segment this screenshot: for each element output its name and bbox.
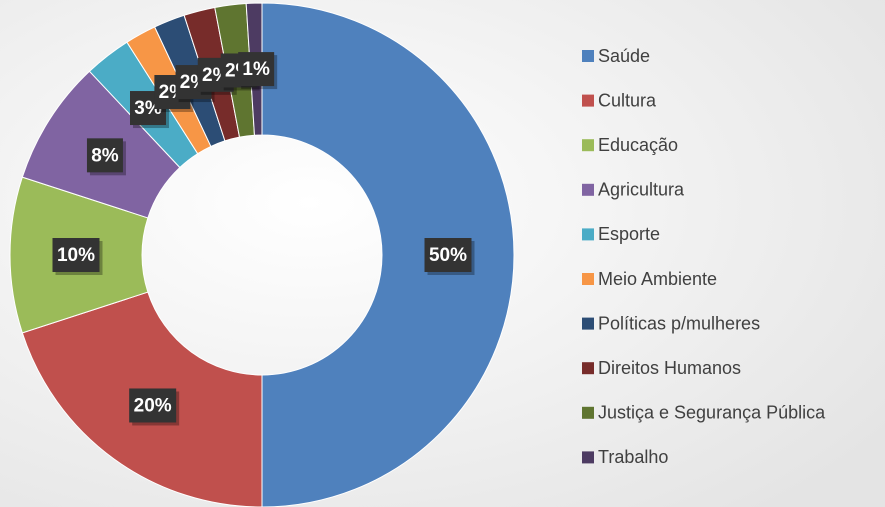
legend-label: Direitos Humanos: [598, 358, 741, 378]
data-label: 20%: [134, 395, 172, 416]
data-label: 8%: [91, 145, 119, 166]
label-box: [238, 52, 275, 87]
legend-label: Cultura: [598, 90, 657, 110]
legend-swatch: [582, 273, 594, 285]
legend-swatch: [582, 228, 594, 241]
legend-label: Políticas p/mulheres: [598, 313, 760, 333]
data-label: 1%: [242, 59, 270, 80]
legend-swatch: [582, 183, 594, 196]
label-box: [52, 238, 100, 272]
legend-label: Meio Ambiente: [598, 269, 717, 289]
label-box: [424, 238, 472, 272]
legend-label: Esporte: [598, 224, 660, 244]
legend-label: Saúde: [598, 46, 650, 66]
slice: [261, 2, 515, 507]
legend-swatch: [582, 406, 594, 419]
legend-label: Justiça e Segurança Pública: [598, 403, 826, 423]
legend-swatch: [582, 94, 594, 107]
legend-swatch: [582, 362, 594, 375]
label-box: [129, 388, 177, 423]
legend-swatch: [582, 317, 594, 330]
legend-label: Educação: [598, 135, 678, 155]
label-box: [86, 138, 123, 173]
legend-swatch: [582, 50, 594, 62]
data-label: 10%: [57, 245, 95, 266]
legend-label: Trabalho: [598, 447, 668, 467]
data-label: 50%: [429, 245, 467, 266]
legend-swatch: [582, 451, 594, 464]
legend-swatch: [582, 139, 594, 152]
legend-label: Agricultura: [598, 180, 685, 200]
